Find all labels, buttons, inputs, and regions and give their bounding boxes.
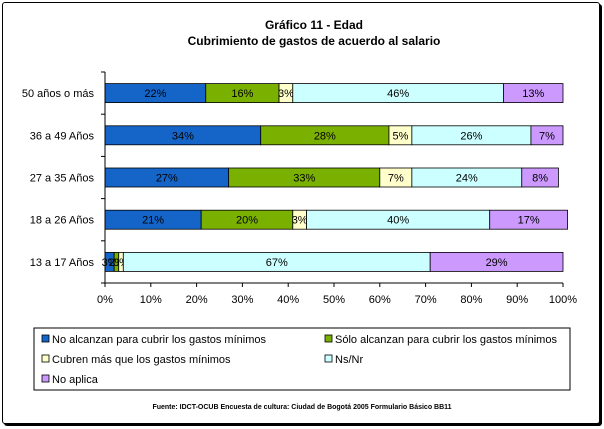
data-label: 40% [387, 215, 409, 227]
data-label: 33% [293, 173, 315, 185]
bar-segment [489, 209, 568, 230]
legend-swatch [324, 334, 333, 343]
data-label: 3% [102, 257, 118, 269]
data-label: 8% [532, 173, 548, 185]
data-label: 5% [392, 130, 408, 142]
source-note: Fuente: IDCT-OCUB Encuesta de cultura: C… [152, 404, 451, 411]
bar-segment [503, 83, 564, 103]
bar-segment [521, 167, 559, 188]
x-tick-label: 40% [277, 294, 299, 306]
category-label: 27 a 35 Años [30, 173, 95, 185]
data-label: 21% [142, 215, 164, 227]
x-tick-label: 100% [549, 294, 577, 306]
data-label: 34% [172, 130, 194, 142]
category-label: 36 a 49 Años [30, 130, 95, 142]
data-label: 67% [266, 257, 288, 269]
data-label: 22% [144, 88, 166, 100]
legend-box [33, 327, 571, 391]
x-tick-label: 30% [231, 294, 253, 306]
x-tick-label: 70% [415, 294, 437, 306]
category-label: 13 a 17 Años [30, 257, 95, 269]
data-label: 29% [486, 257, 508, 269]
category-label: 18 a 26 Años [30, 215, 95, 227]
x-tick-label: 60% [369, 294, 391, 306]
plot-area: 22% 16% 3% 46% 13% 50 años o más 34% 28% 5% 26% 7%… [22, 71, 577, 306]
chart-subtitle: Cubrimiento de gastos de acuerdo al sala… [188, 34, 441, 48]
legend-swatch [41, 334, 50, 343]
legend: No alcanzan para cubrir los gastos mínim… [33, 327, 571, 391]
data-label: 13% [522, 88, 544, 100]
data-label: 17% [518, 215, 540, 227]
data-label: 7% [388, 173, 404, 185]
category-label: 50 años o más [22, 88, 95, 100]
data-label: 46% [387, 88, 409, 100]
legend-label: Ns/Nr [335, 354, 363, 366]
data-label: 3% [292, 215, 308, 227]
legend-label: No aplica [52, 374, 99, 386]
x-tick-label: 90% [506, 294, 528, 306]
x-tick-label: 80% [460, 294, 482, 306]
data-label: 27% [156, 173, 178, 185]
data-label: 24% [456, 173, 478, 185]
bar-segment [429, 251, 564, 272]
data-label: 16% [231, 88, 253, 100]
legend-label: No alcanzan para cubrir los gastos mínim… [52, 334, 266, 346]
chart-title: Gráfico 11 - Edad [265, 18, 363, 32]
x-tick-label: 20% [186, 294, 208, 306]
data-label: 26% [460, 130, 482, 142]
x-tick-label: 50% [323, 294, 345, 306]
legend-swatch [324, 354, 333, 363]
data-label: 20% [236, 215, 258, 227]
data-label: 3% [278, 88, 294, 100]
legend-label: Cubren más que los gastos mínimos [52, 354, 231, 366]
bar-segment [530, 125, 564, 146]
data-label: 7% [539, 130, 555, 142]
x-tick-label: 10% [140, 294, 162, 306]
data-label: 28% [314, 130, 336, 142]
x-tick-label: 0% [97, 294, 113, 306]
legend-swatch [41, 354, 50, 363]
legend-label: Sólo alcanzan para cubrir los gastos mín… [335, 334, 557, 346]
legend-swatch [41, 374, 50, 383]
